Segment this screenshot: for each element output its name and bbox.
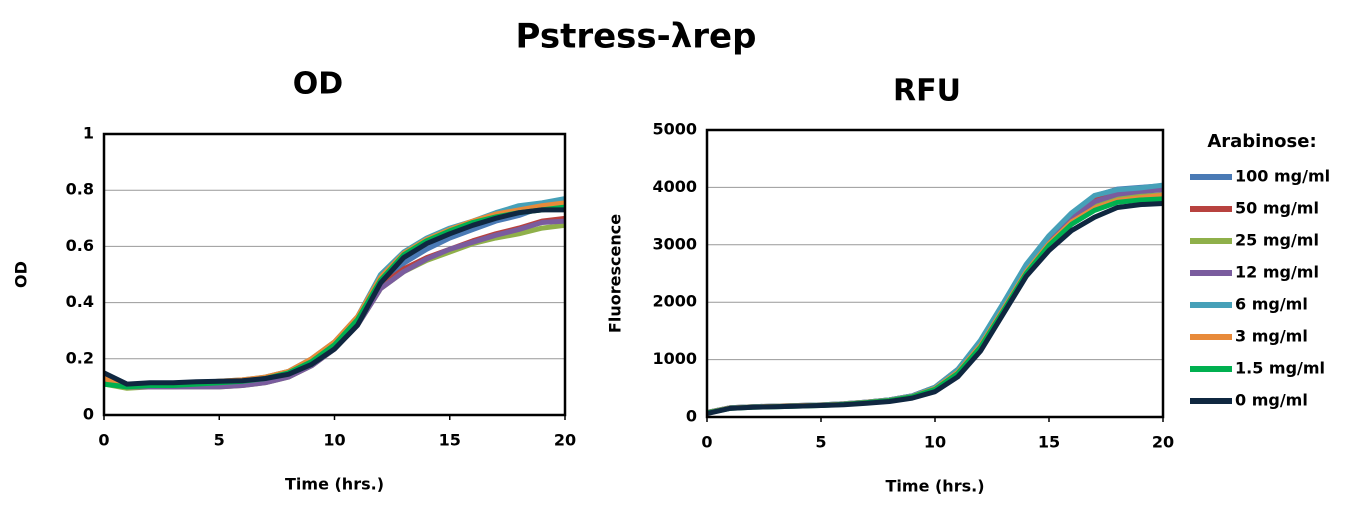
- plot-border: [705, 128, 1165, 419]
- y-tick-label: 1000: [652, 349, 697, 368]
- x-tick-label: 0: [98, 431, 109, 450]
- x-tick-label: 15: [439, 431, 461, 450]
- y-axis-label: OD: [12, 261, 31, 288]
- legend-title: Arabinose:: [1207, 131, 1316, 152]
- legend-label: 0 mg/ml: [1235, 391, 1308, 410]
- legend-label: 12 mg/ml: [1235, 263, 1319, 282]
- y-axis-label: Fluorescence: [606, 214, 625, 333]
- y-tick-label: 5000: [652, 120, 697, 139]
- x-axis-label: Time (hrs.): [886, 477, 985, 496]
- legend-label: 25 mg/ml: [1235, 231, 1319, 250]
- y-tick-label: 0.8: [66, 180, 94, 199]
- y-tick-label: 0.6: [66, 236, 94, 255]
- series-line: [706, 192, 1164, 416]
- y-tick-label: 0.4: [66, 292, 94, 311]
- series-line: [103, 200, 566, 388]
- plot-border: [102, 132, 567, 417]
- y-tick-label: 0.2: [66, 348, 94, 367]
- x-tick-label: 10: [924, 433, 946, 452]
- y-tick-label: 4000: [652, 177, 697, 196]
- legend-label: 3 mg/ml: [1235, 327, 1308, 346]
- x-tick-label: 5: [815, 433, 826, 452]
- chart-title: RFU: [893, 74, 961, 109]
- x-tick-label: 15: [1038, 433, 1060, 452]
- y-tick-label: 3000: [652, 234, 697, 253]
- page-title: Pstress-λrep: [516, 17, 757, 57]
- y-tick-label: 2000: [652, 292, 697, 311]
- series-line: [103, 222, 566, 391]
- legend-label: 100 mg/ml: [1235, 167, 1330, 186]
- chart-title: OD: [293, 67, 343, 102]
- x-tick-label: 10: [323, 431, 345, 450]
- series-line: [706, 196, 1164, 416]
- x-tick-label: 5: [214, 431, 225, 450]
- series-line: [706, 201, 1164, 417]
- x-axis-label: Time (hrs.): [285, 475, 384, 494]
- series-line: [103, 196, 566, 388]
- x-tick-label: 20: [554, 431, 576, 450]
- y-tick-label: 1: [83, 124, 94, 143]
- series-line: [706, 187, 1164, 416]
- series-line: [706, 192, 1164, 416]
- series-line: [102, 207, 565, 387]
- y-tick-label: 0: [686, 407, 697, 426]
- legend-label: 6 mg/ml: [1235, 295, 1308, 314]
- x-tick-label: 20: [1152, 433, 1174, 452]
- series-line: [706, 184, 1164, 415]
- x-tick-label: 0: [701, 433, 712, 452]
- legend-label: 1.5 mg/ml: [1235, 359, 1325, 378]
- legend-label: 50 mg/ml: [1235, 199, 1319, 218]
- y-tick-label: 0: [83, 405, 94, 424]
